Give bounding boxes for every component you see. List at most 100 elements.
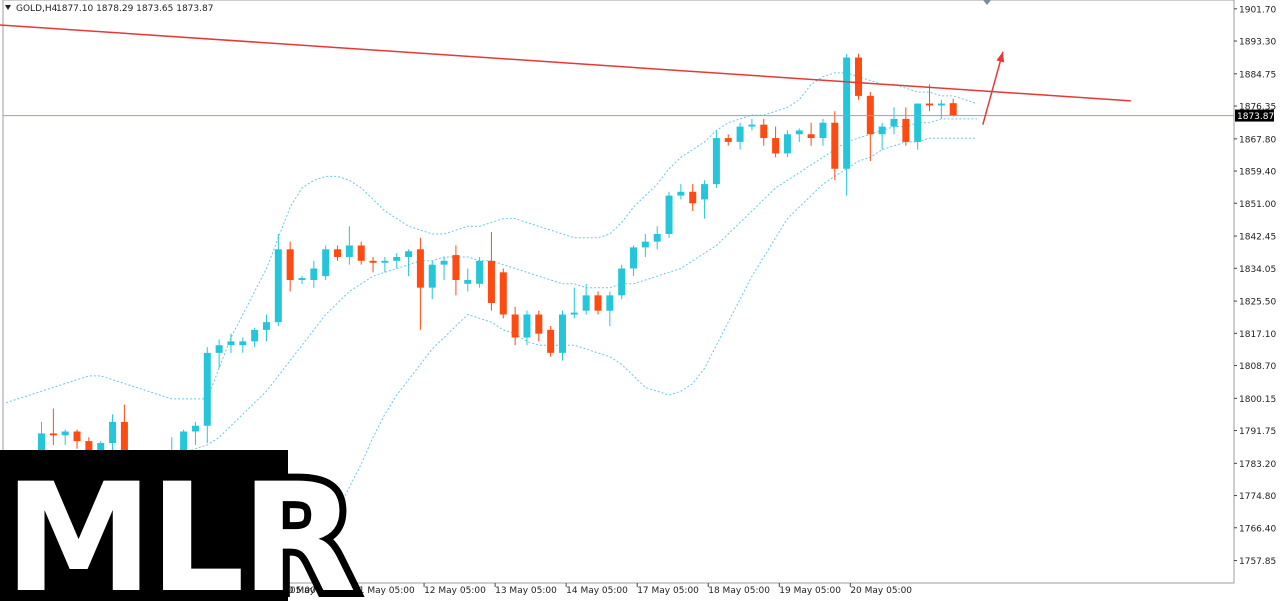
logo-backdrop [0, 450, 288, 601]
candle-body [345, 245, 353, 257]
candle [274, 233, 282, 327]
candle-body [405, 251, 413, 257]
candle-body [49, 433, 57, 436]
symbol-label: GOLD,H4 [16, 4, 58, 14]
y-tick-label: 1783.20 [1239, 460, 1276, 470]
candle [653, 226, 661, 250]
current-price-label: 1873.87 [1237, 112, 1274, 122]
candle-body [452, 255, 460, 280]
candle-body [914, 103, 922, 142]
candle [890, 107, 898, 135]
x-tick-label: 10 May 05:00 [282, 586, 344, 596]
candle [369, 256, 377, 273]
x-tick-label: 17 May 05:00 [637, 586, 699, 596]
candle [464, 268, 472, 292]
candle [926, 84, 934, 112]
arrow-head-icon [996, 51, 1005, 63]
candle [582, 283, 590, 315]
candle-body [630, 247, 638, 269]
logo-text: MLR [4, 452, 354, 601]
candle [61, 429, 69, 445]
candle-body [783, 134, 791, 154]
candle-body [795, 130, 803, 135]
candle [286, 241, 294, 292]
candle [357, 241, 365, 265]
candle [843, 53, 851, 196]
x-tick-label: 05:00 [290, 586, 316, 596]
candle [523, 310, 531, 346]
candle-body [191, 425, 199, 432]
candle [748, 118, 756, 131]
candle-body [464, 279, 472, 284]
y-tick-label: 1757.85 [1239, 557, 1276, 567]
y-tick-label: 1859.40 [1239, 168, 1276, 178]
candle-body [357, 245, 365, 261]
candle [807, 122, 815, 146]
y-tick-label: 1842.45 [1239, 233, 1276, 243]
candle [618, 264, 626, 300]
bollinger-upper [5, 72, 978, 404]
candle-body [712, 138, 720, 185]
candle [866, 92, 874, 162]
candle-body [843, 57, 851, 169]
x-tick-label: 20 May 05:00 [850, 586, 912, 596]
y-tick-label: 1800.15 [1239, 395, 1276, 405]
shift-marker-icon[interactable] [983, 0, 991, 5]
candle [783, 130, 791, 158]
x-tick-label: 19 May 05:00 [779, 586, 841, 596]
candle [772, 126, 780, 158]
candle-body [641, 241, 649, 248]
current-price-tag-bg [1235, 109, 1274, 122]
candle [547, 326, 555, 357]
candle [914, 103, 922, 150]
resistance-trendline [0, 24, 1131, 102]
trend-annotations [0, 24, 1234, 125]
y-tick-label: 1884.75 [1239, 70, 1276, 80]
candle [428, 260, 436, 300]
candle-body [523, 314, 531, 338]
x-tick-label: 11 May 05:00 [353, 586, 415, 596]
candle [677, 184, 685, 200]
candle-body [109, 421, 117, 444]
candle [393, 253, 401, 269]
candle-body [606, 295, 614, 311]
candle [227, 333, 235, 353]
candle [511, 306, 519, 346]
candle-body [393, 256, 401, 261]
y-tick-label: 1825.50 [1239, 298, 1276, 308]
candle [381, 256, 389, 273]
chart-header: GOLD,H4 1877.10 1878.29 1873.65 1873.87 [5, 4, 213, 14]
candle-body [322, 249, 330, 277]
dropdown-triangle-icon[interactable] [5, 5, 11, 10]
candle [215, 339, 223, 369]
candle-body [73, 431, 81, 442]
x-tick-label: 14 May 05:00 [566, 586, 628, 596]
candle-body [902, 118, 910, 142]
candle-body [807, 134, 815, 139]
candle [594, 291, 602, 315]
candle [251, 327, 259, 348]
candle [191, 421, 199, 445]
candle-body [677, 191, 685, 196]
candle-body [369, 260, 377, 263]
y-tick-label: 1808.70 [1239, 362, 1276, 372]
candle [405, 249, 413, 277]
candle [73, 429, 81, 449]
candle [499, 268, 507, 319]
candle [795, 128, 803, 142]
candle [310, 260, 318, 288]
candle-body [262, 322, 270, 330]
candle [949, 98, 957, 117]
x-tick-label: 18 May 05:00 [708, 586, 770, 596]
candle-body [499, 272, 507, 315]
candle [630, 245, 638, 277]
candle-body [558, 314, 566, 353]
candle [689, 184, 697, 211]
candle [452, 245, 460, 296]
candle [902, 107, 910, 146]
target-arrow [982, 51, 1004, 125]
candle [736, 122, 744, 150]
candle [440, 256, 448, 280]
